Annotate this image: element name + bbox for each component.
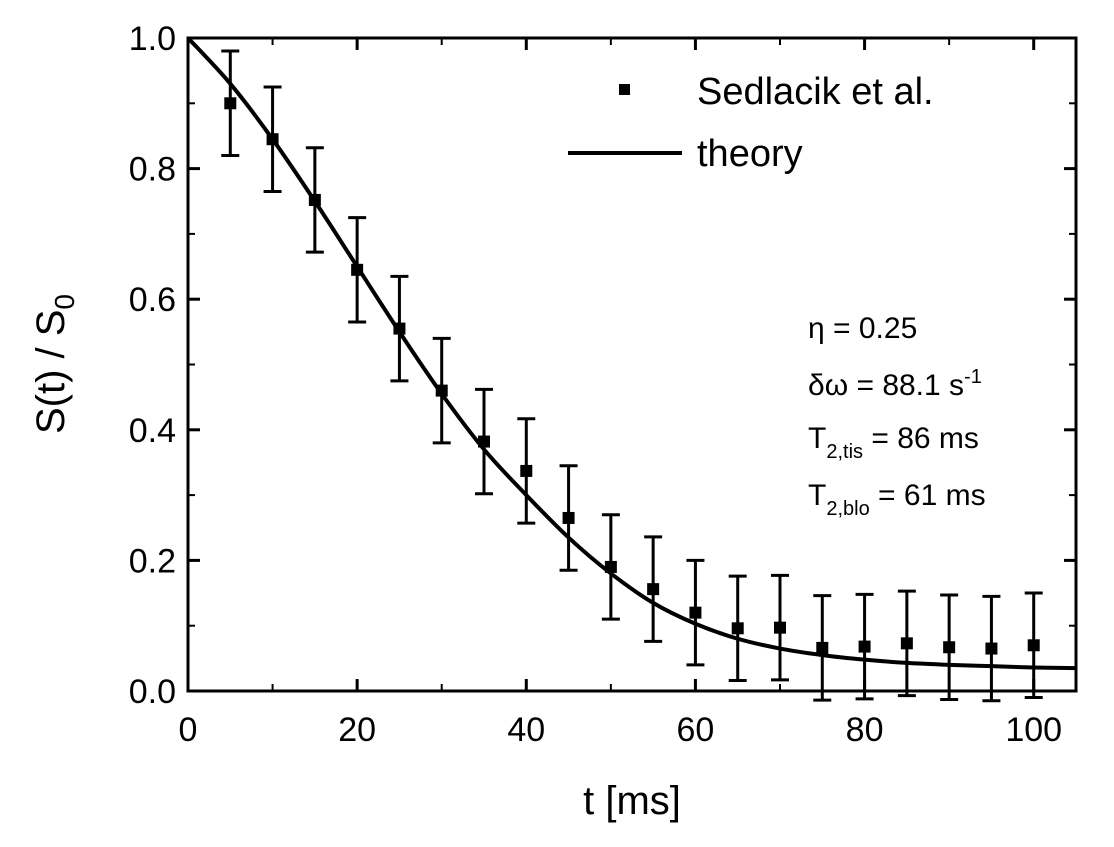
data-point [855, 592, 874, 701]
point-marker [224, 97, 237, 110]
y-axis-title-subscript: 0 [49, 294, 80, 310]
point-marker [816, 641, 829, 654]
annotation-line: η = 0.25 [808, 312, 917, 345]
y-axis: 0.0 0.2 0.4 0.6 0.8 1.0 [129, 20, 1076, 711]
x-axis: 0 20 40 60 80 100 [179, 38, 1062, 749]
point-marker [985, 642, 998, 655]
x-axis-title: t [ms] [583, 779, 681, 823]
data-point [432, 336, 451, 445]
point-marker [689, 606, 702, 619]
annotation-line: T2,tis = 86 ms [808, 422, 979, 463]
y-tick-label: 0.0 [129, 673, 176, 711]
y-tick-label: 0.4 [129, 412, 176, 450]
legend-label-theory: theory [697, 133, 803, 175]
point-marker [943, 641, 956, 654]
data-point [982, 594, 1001, 703]
legend-label-sedlacik: Sedlacik et al. [697, 71, 934, 113]
y-tick-label: 0.6 [129, 281, 176, 319]
point-marker [478, 435, 490, 448]
y-tick-label: 1.0 [129, 20, 176, 58]
theory-series [186, 36, 1077, 671]
data-point [475, 387, 493, 496]
data-point [813, 594, 832, 702]
point-marker [562, 511, 575, 524]
data-point [559, 464, 578, 572]
point-marker [900, 637, 913, 650]
point-marker [393, 322, 406, 335]
data-point [305, 146, 324, 254]
data-point [601, 513, 620, 621]
point-marker [604, 560, 617, 573]
x-tick-label: 100 [1005, 711, 1062, 749]
point-marker [774, 621, 786, 634]
data-point [897, 589, 916, 698]
data-point [348, 216, 367, 324]
y-axis-title: S(t) / S0 [29, 294, 80, 434]
point-marker [731, 622, 744, 635]
legend: Sedlacik et al. theory [568, 71, 934, 175]
data-point [728, 574, 747, 683]
x-tick-label: 80 [846, 711, 884, 749]
data-point [1024, 591, 1043, 700]
data-point [644, 535, 663, 643]
x-tick-label: 60 [677, 711, 715, 749]
point-marker [647, 583, 660, 596]
data-point [221, 49, 240, 158]
y-tick-label: 0.8 [129, 151, 176, 189]
data-point [263, 85, 282, 193]
annotation-line: T2,blo = 61 ms [808, 479, 986, 520]
data-point [771, 573, 789, 682]
y-tick-label: 0.2 [129, 542, 176, 580]
data-point [390, 274, 409, 383]
parameter-annotations: η = 0.25 δω = 88.1 s-1 T2,tis = 86 ms T2,bl… [808, 312, 986, 520]
data-point [940, 593, 959, 701]
plot-frame [186, 36, 1078, 693]
x-tick-label: 20 [338, 711, 376, 749]
theory-line [186, 36, 1077, 671]
point-marker [858, 640, 871, 653]
x-tick-label: 40 [507, 711, 545, 749]
point-marker [351, 263, 364, 276]
data-point [517, 417, 536, 525]
point-marker [308, 193, 321, 206]
point-marker [435, 384, 448, 397]
annotation-line: δω = 88.1 s-1 [808, 366, 982, 402]
legend-marker-square [619, 84, 630, 95]
x-tick-label: 0 [179, 711, 198, 749]
point-marker [266, 133, 279, 146]
point-marker [520, 464, 533, 477]
data-series [221, 49, 1043, 703]
y-axis-title-main: S(t) / S [29, 310, 73, 434]
data-point [686, 558, 705, 667]
point-marker [1027, 639, 1040, 652]
